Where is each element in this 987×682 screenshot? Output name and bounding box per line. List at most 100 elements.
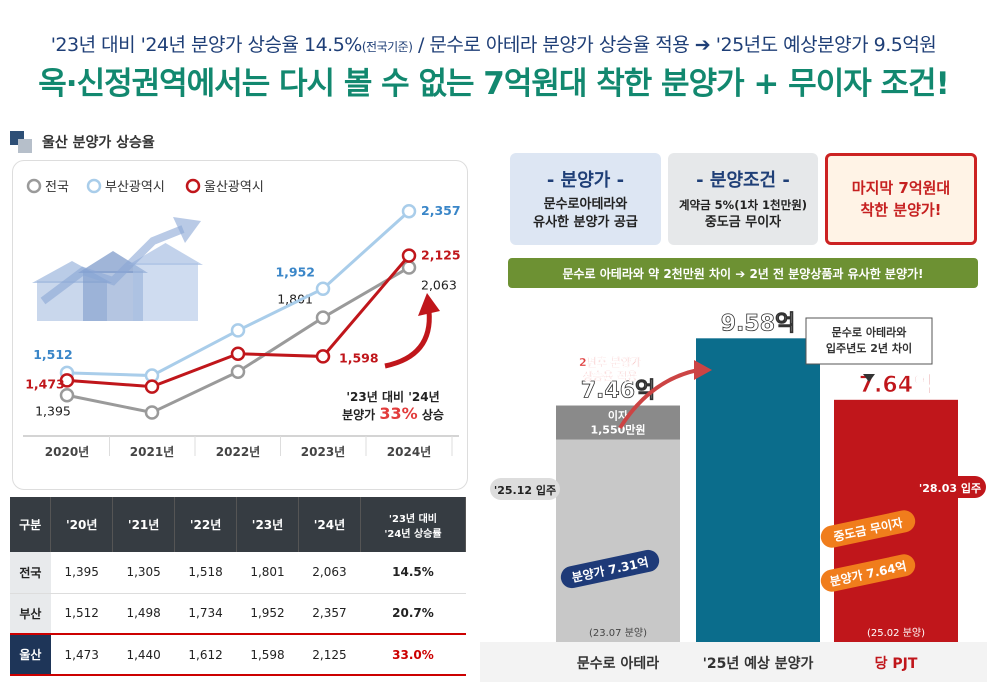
gap-note-pointer xyxy=(863,374,875,382)
table-body: 전국 1,395 1,305 1,518 1,801 2,063 14.5% 부산 1,512 1… xyxy=(10,552,466,676)
bar-0 xyxy=(556,405,680,642)
x-tick-label: 2020년 xyxy=(45,445,89,459)
data-point xyxy=(401,260,417,275)
annotation-line2: 분양가 33% 상승 xyxy=(342,404,444,423)
x-tick-label: 2023년 xyxy=(301,445,345,459)
data-point xyxy=(144,379,160,394)
table-cell: 2,357 xyxy=(298,593,361,635)
price-table: 구분 '20년 '21년 '22년 '23년 '24년 '23년 대비 '24년 상승률 전… xyxy=(10,497,467,676)
legend-label: 전국 xyxy=(45,180,69,195)
callout-move-in-1: '25.12 입주 xyxy=(494,484,556,497)
bar-value-label: 7.64억 xyxy=(859,373,934,398)
table-cell: 1,473 xyxy=(50,633,113,676)
bar-baseline-band xyxy=(480,642,987,682)
comparison-banner: 문수로 아테라와 약 2천만원 차이 ➔ 2년 전 분양상품과 유사한 분양가! xyxy=(508,258,978,288)
data-point xyxy=(59,388,75,403)
data-label: 1,473 xyxy=(25,376,65,391)
callout-bg xyxy=(490,478,560,500)
data-point xyxy=(315,349,331,364)
callout-bg xyxy=(820,554,916,592)
table-header-cell: '20년 xyxy=(50,497,114,552)
trend-arrow-illustration xyxy=(40,225,185,305)
legend-label: 부산광역시 xyxy=(105,180,165,195)
data-label: 2,125 xyxy=(421,248,461,263)
table-cell: 1,612 xyxy=(174,633,237,676)
table-header-cell: '23년 대비 '24년 상승률 xyxy=(360,497,467,552)
section-title: 울산 분양가 상승율 xyxy=(42,135,155,151)
table-cell: 2,125 xyxy=(298,633,361,676)
growth-arrow-head xyxy=(418,293,440,316)
bar-interest-segment xyxy=(556,405,680,440)
table-cell: 1,734 xyxy=(174,593,237,635)
sale-date-1: (23.07 분양) xyxy=(589,627,647,639)
line-chart: 전국 부산광역시 울산광역시 2020년 2021년 2022년 2023년 2024년 1,3… xyxy=(23,178,461,459)
legend-label: 울산광역시 xyxy=(204,180,264,195)
table-header-cell: '24년 xyxy=(298,497,361,552)
legend-marker xyxy=(86,178,102,194)
gap-note-text: 문수로 아테라와 xyxy=(832,325,907,339)
data-point xyxy=(315,281,331,296)
table-cell: 2,063 xyxy=(298,552,361,594)
table-header-row: 구분 '20년 '21년 '22년 '23년 '24년 '23년 대비 '24년 상승률 xyxy=(10,497,467,552)
callout-bg xyxy=(820,510,916,548)
table-row: 전국 1,395 1,305 1,518 1,801 2,063 14.5% xyxy=(10,552,466,594)
growth-arrow xyxy=(384,310,432,369)
projection-arrow-head xyxy=(694,360,712,380)
category-label: 당 PJT xyxy=(875,655,918,672)
arrow-label: 상승율 적용 xyxy=(583,369,637,383)
data-label: 1,801 xyxy=(277,292,313,307)
data-point xyxy=(59,373,75,388)
page-title: 옥·신정권역에서는 다시 볼 수 없는 7억원대 착한 분양가 + 무이자 조건… xyxy=(38,66,949,102)
table-header-cell: 구분 xyxy=(10,497,52,552)
x-tick-label: 2024년 xyxy=(387,445,431,459)
subtitle: '23년 대비 '24년 분양가 상승율 14.5%(전국기준) / 문수로 아… xyxy=(50,34,937,56)
section-header: 울산 분양가 상승율 xyxy=(10,131,155,153)
card-price-line1: 문수로아테라와 xyxy=(543,197,628,212)
card-price-line2: 유사한 분양가 공급 xyxy=(533,215,638,230)
section-square-icon xyxy=(10,131,32,153)
category-label: 문수로 아테라 xyxy=(577,655,659,672)
callout-bg xyxy=(914,476,986,498)
card-price: - 분양가 - 문수로아테라와 유사한 분양가 공급 xyxy=(510,153,661,245)
table-cell: 부산 xyxy=(10,593,51,635)
table-cell: 울산 xyxy=(10,633,51,676)
gap-note-text: 입주년도 2년 차이 xyxy=(826,341,912,355)
table-cell: 1,440 xyxy=(112,633,175,676)
gap-note-box xyxy=(805,317,933,365)
data-label: 1,512 xyxy=(33,347,73,362)
data-point xyxy=(144,405,160,420)
x-tick-label: 2022년 xyxy=(216,445,260,459)
card-last-line1: 마지막 7억원대 xyxy=(851,179,951,197)
table-cell: 14.5% xyxy=(360,552,466,594)
table-cell: 20.7% xyxy=(360,593,466,635)
card-last-chance: 마지막 7억원대 착한 분양가! xyxy=(825,153,977,245)
callout-bg xyxy=(560,549,660,589)
data-point xyxy=(230,346,246,361)
house-illustration xyxy=(133,263,198,321)
legend-marker xyxy=(26,178,42,194)
trend-arrow-head-illustration xyxy=(173,217,201,243)
data-point xyxy=(315,310,331,325)
arrow-label: 2년후 분양가 xyxy=(579,355,641,369)
data-label: 1,952 xyxy=(275,265,315,280)
card-conditions-line1: 계약금 5%(1차 1천만원) xyxy=(678,198,808,212)
sale-date-2: (25.02 분양) xyxy=(867,627,925,639)
card-conditions-title: - 분양조건 - xyxy=(696,170,790,191)
line-chart-panel: 전국 부산광역시 울산광역시 2020년 2021년 2022년 2023년 2024년 1,3… xyxy=(12,160,468,490)
data-point xyxy=(401,248,417,263)
house-roof-illustration xyxy=(128,243,203,265)
data-label: 2,063 xyxy=(421,277,457,292)
card-conditions-line2: 중도금 무이자 xyxy=(704,215,782,230)
card-last-line2: 착한 분양가! xyxy=(860,201,942,219)
projection-arrow xyxy=(618,368,699,430)
table-header-cell: '23년 xyxy=(236,497,299,552)
annotation-line1: '23년 대비 '24년 xyxy=(346,389,439,404)
table-header-cell: '21년 xyxy=(112,497,176,552)
x-tick-label: 2021년 xyxy=(130,445,174,459)
legend-marker xyxy=(185,178,201,194)
data-point xyxy=(230,323,246,338)
table-header-cell: '22년 xyxy=(174,497,238,552)
callout-move-in-2: '28.03 입주 xyxy=(919,482,981,495)
bar-value-label: 9.58억 xyxy=(721,311,796,336)
